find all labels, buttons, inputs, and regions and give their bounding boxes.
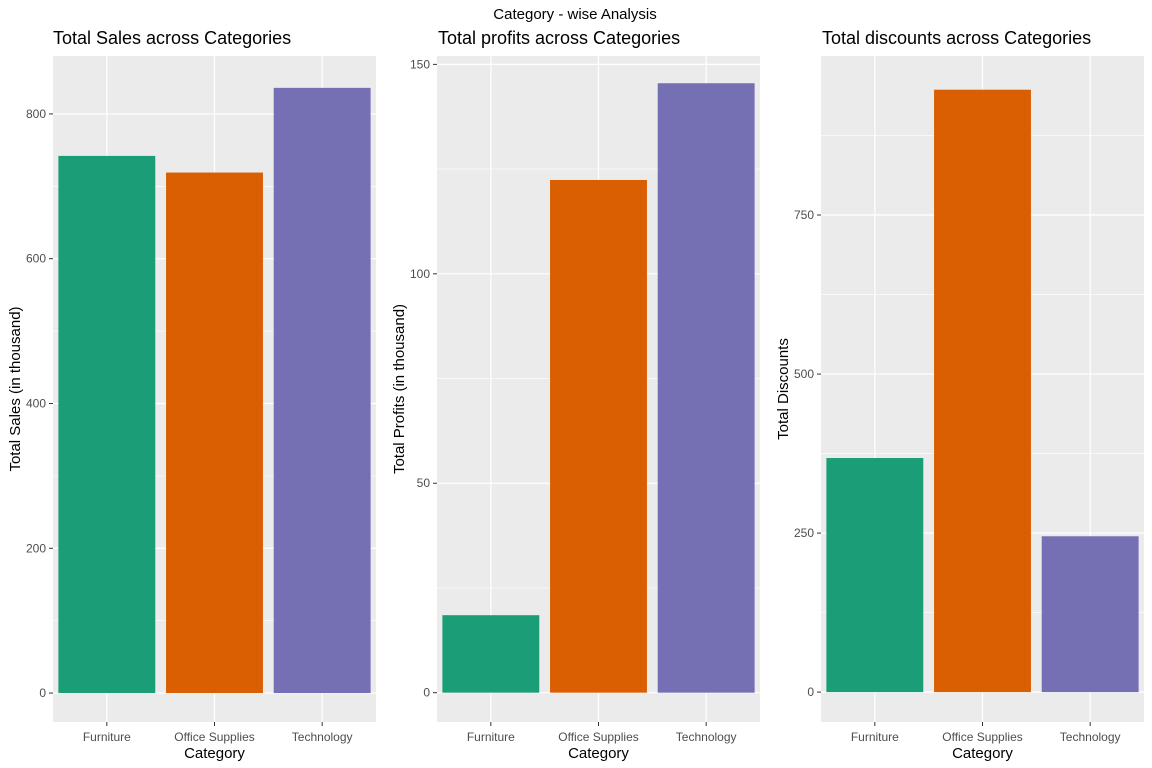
chart-title: Total discounts across Categories bbox=[822, 28, 1091, 48]
y-tick-label: 400 bbox=[26, 396, 46, 410]
bar-office-supplies bbox=[550, 179, 647, 693]
y-axis-label: Total Sales (in thousand) bbox=[7, 306, 24, 471]
x-tick-label: Office Supplies bbox=[558, 730, 639, 744]
bar-technology bbox=[657, 83, 755, 693]
x-tick-label: Office Supplies bbox=[174, 730, 255, 744]
y-tick-label: 100 bbox=[410, 267, 430, 281]
y-tick-label: 500 bbox=[794, 367, 814, 381]
x-tick-label: Furniture bbox=[467, 730, 515, 744]
y-tick-label: 750 bbox=[794, 208, 814, 222]
chart-panel-3: 0 250 500 750 Furniture Office Supplies Techno… bbox=[775, 28, 1144, 762]
y-tick-label: 50 bbox=[417, 476, 431, 490]
panels: 0 200 400 600 800 Furniture Office Supplies Tec… bbox=[7, 28, 1144, 762]
y-tick-label: 0 bbox=[807, 685, 814, 699]
y-tick-label: 150 bbox=[410, 57, 430, 71]
bar-furniture bbox=[442, 615, 540, 693]
x-axis-label: Category bbox=[568, 745, 629, 762]
y-tick-label: 200 bbox=[26, 541, 46, 555]
y-axis-label: Total Discounts bbox=[775, 338, 792, 440]
chart-panel-1: 0 200 400 600 800 Furniture Office Supplies Tec… bbox=[7, 28, 376, 762]
bar-technology bbox=[273, 87, 371, 694]
bar-furniture bbox=[58, 155, 156, 694]
x-axis-label: Category bbox=[952, 745, 1013, 762]
chart-title: Total profits across Categories bbox=[438, 28, 680, 48]
x-tick-label: Technology bbox=[1060, 730, 1121, 744]
chart-title: Total Sales across Categories bbox=[53, 28, 291, 48]
bar-office-supplies bbox=[934, 89, 1031, 693]
y-tick-label: 600 bbox=[26, 252, 46, 266]
bar-furniture bbox=[826, 458, 924, 693]
x-axis-label: Category bbox=[184, 745, 245, 762]
x-tick-label: Technology bbox=[676, 730, 737, 744]
x-tick-label: Furniture bbox=[83, 730, 131, 744]
y-tick-label: 800 bbox=[26, 107, 46, 121]
figure-title: Category - wise Analysis bbox=[493, 6, 656, 23]
y-tick-label: 0 bbox=[39, 686, 46, 700]
y-tick-label: 0 bbox=[423, 686, 430, 700]
x-tick-label: Office Supplies bbox=[942, 730, 1023, 744]
chart-panel-2: 0 50 100 150 Furniture Office Supplies Technol… bbox=[391, 28, 760, 762]
y-axis-label: Total Profits (in thousand) bbox=[391, 304, 408, 474]
bar-technology bbox=[1041, 536, 1139, 693]
x-tick-label: Furniture bbox=[851, 730, 899, 744]
bar-office-supplies bbox=[166, 172, 263, 694]
y-tick-label: 250 bbox=[794, 526, 814, 540]
x-tick-label: Technology bbox=[292, 730, 353, 744]
